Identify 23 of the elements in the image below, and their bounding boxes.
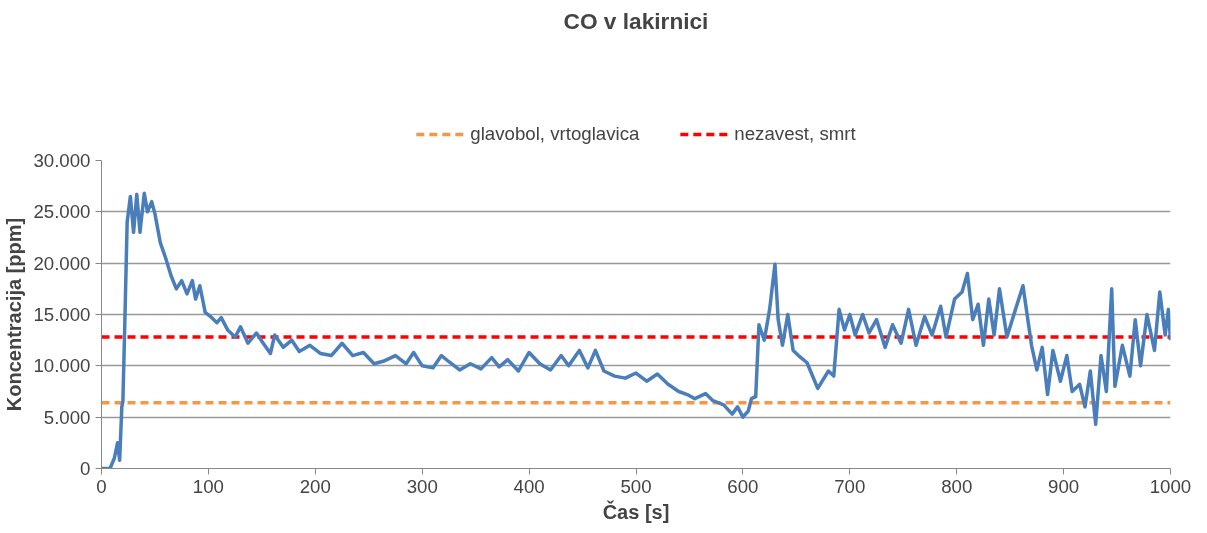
chart-title: CO v lakirnici <box>563 7 709 34</box>
x-tick-label: 700 <box>834 475 866 497</box>
x-tick-label: 400 <box>513 475 545 497</box>
legend-label: glavobol, vrtoglavica <box>470 123 640 145</box>
x-axis-title: Čas [s] <box>602 499 670 523</box>
legend-label: nezavest, smrt <box>734 123 856 145</box>
y-tick-label: 20.000 <box>33 252 91 274</box>
y-tick-label: 5.000 <box>43 406 91 428</box>
x-tick-label: 100 <box>192 475 224 497</box>
x-tick-label: 300 <box>406 475 438 497</box>
x-tick-label: 200 <box>299 475 331 497</box>
x-tick-label: 500 <box>620 475 652 497</box>
y-tick-label: 0 <box>80 458 91 479</box>
y-tick-label: 30.000 <box>33 150 91 171</box>
y-tick-label: 15.000 <box>33 304 91 325</box>
x-tick-label: 1000 <box>1149 475 1192 497</box>
x-tick-label: 800 <box>941 475 973 497</box>
y-tick-label: 25.000 <box>33 201 91 223</box>
y-axis-title: Koncentracija [ppm] <box>3 217 26 412</box>
x-tick-label: 900 <box>1048 475 1080 497</box>
x-tick-label: 600 <box>727 475 759 497</box>
y-tick-label: 10.000 <box>33 355 91 377</box>
x-tick-label: 0 <box>96 475 107 497</box>
